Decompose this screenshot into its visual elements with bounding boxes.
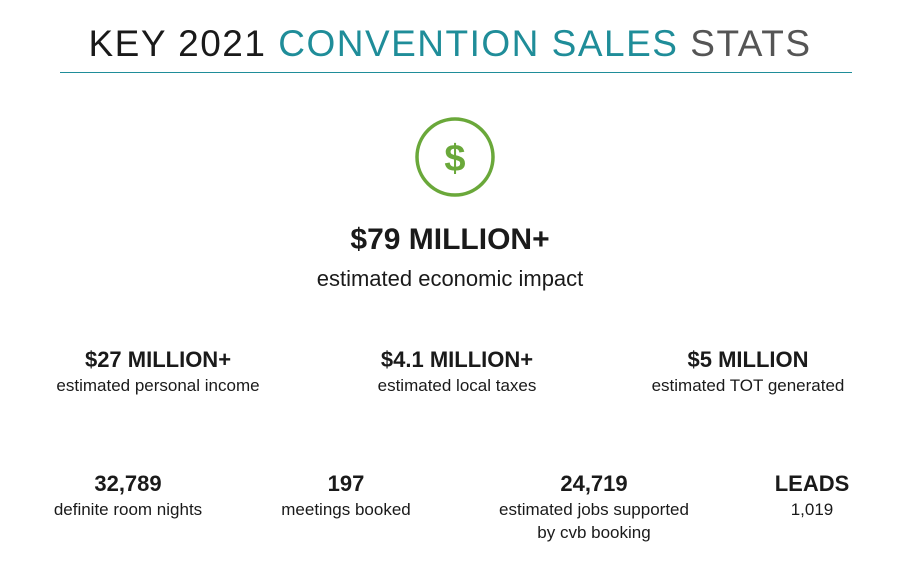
svg-text:$: $ [444, 138, 465, 180]
stat-label-line-2: by cvb booking [537, 523, 651, 542]
stat-value: 197 [327, 471, 365, 496]
stat-personal-income: $27 MILLION+ estimated personal income [38, 346, 278, 397]
stat-value: 24,719 [560, 471, 628, 496]
stat-label-line-1: estimated jobs supported [499, 500, 689, 519]
stat-leads: LEADS 1,019 [752, 470, 872, 521]
title-part-stats: STATS [690, 23, 812, 64]
stat-value: $4.1 MILLION+ [380, 347, 534, 372]
stat-value: LEADS [774, 471, 850, 496]
stat-value: 32,789 [94, 471, 162, 496]
stat-label: estimated local taxes [377, 376, 537, 395]
stat-label: estimated TOT generated [651, 376, 845, 395]
stat-tot-generated: $5 MILLION estimated TOT generated [628, 346, 868, 397]
stat-value: $27 MILLION+ [84, 347, 232, 372]
dollar-icon: $ [415, 117, 495, 197]
economic-impact-label: estimated economic impact [316, 266, 584, 291]
stat-jobs-supported: 24,719 estimated jobs supported by cvb b… [474, 470, 714, 544]
economic-impact-value: $79 MILLION+ [350, 223, 550, 256]
stat-label: estimated personal income [56, 376, 260, 395]
title-divider [60, 72, 852, 73]
page-title: KEY 2021 CONVENTION SALES STATS [0, 20, 900, 68]
stat-label: 1,019 [790, 500, 834, 519]
title-part-key-2021: KEY 2021 [88, 23, 267, 64]
stat-meetings-booked: 197 meetings booked [256, 470, 436, 521]
title-part-convention-sales: CONVENTION SALES [278, 23, 679, 64]
stat-value: $5 MILLION [687, 347, 809, 372]
stat-label: definite room nights [53, 500, 203, 519]
stat-room-nights: 32,789 definite room nights [38, 470, 218, 521]
stat-label: meetings booked [281, 500, 411, 519]
stat-local-taxes: $4.1 MILLION+ estimated local taxes [337, 346, 577, 397]
